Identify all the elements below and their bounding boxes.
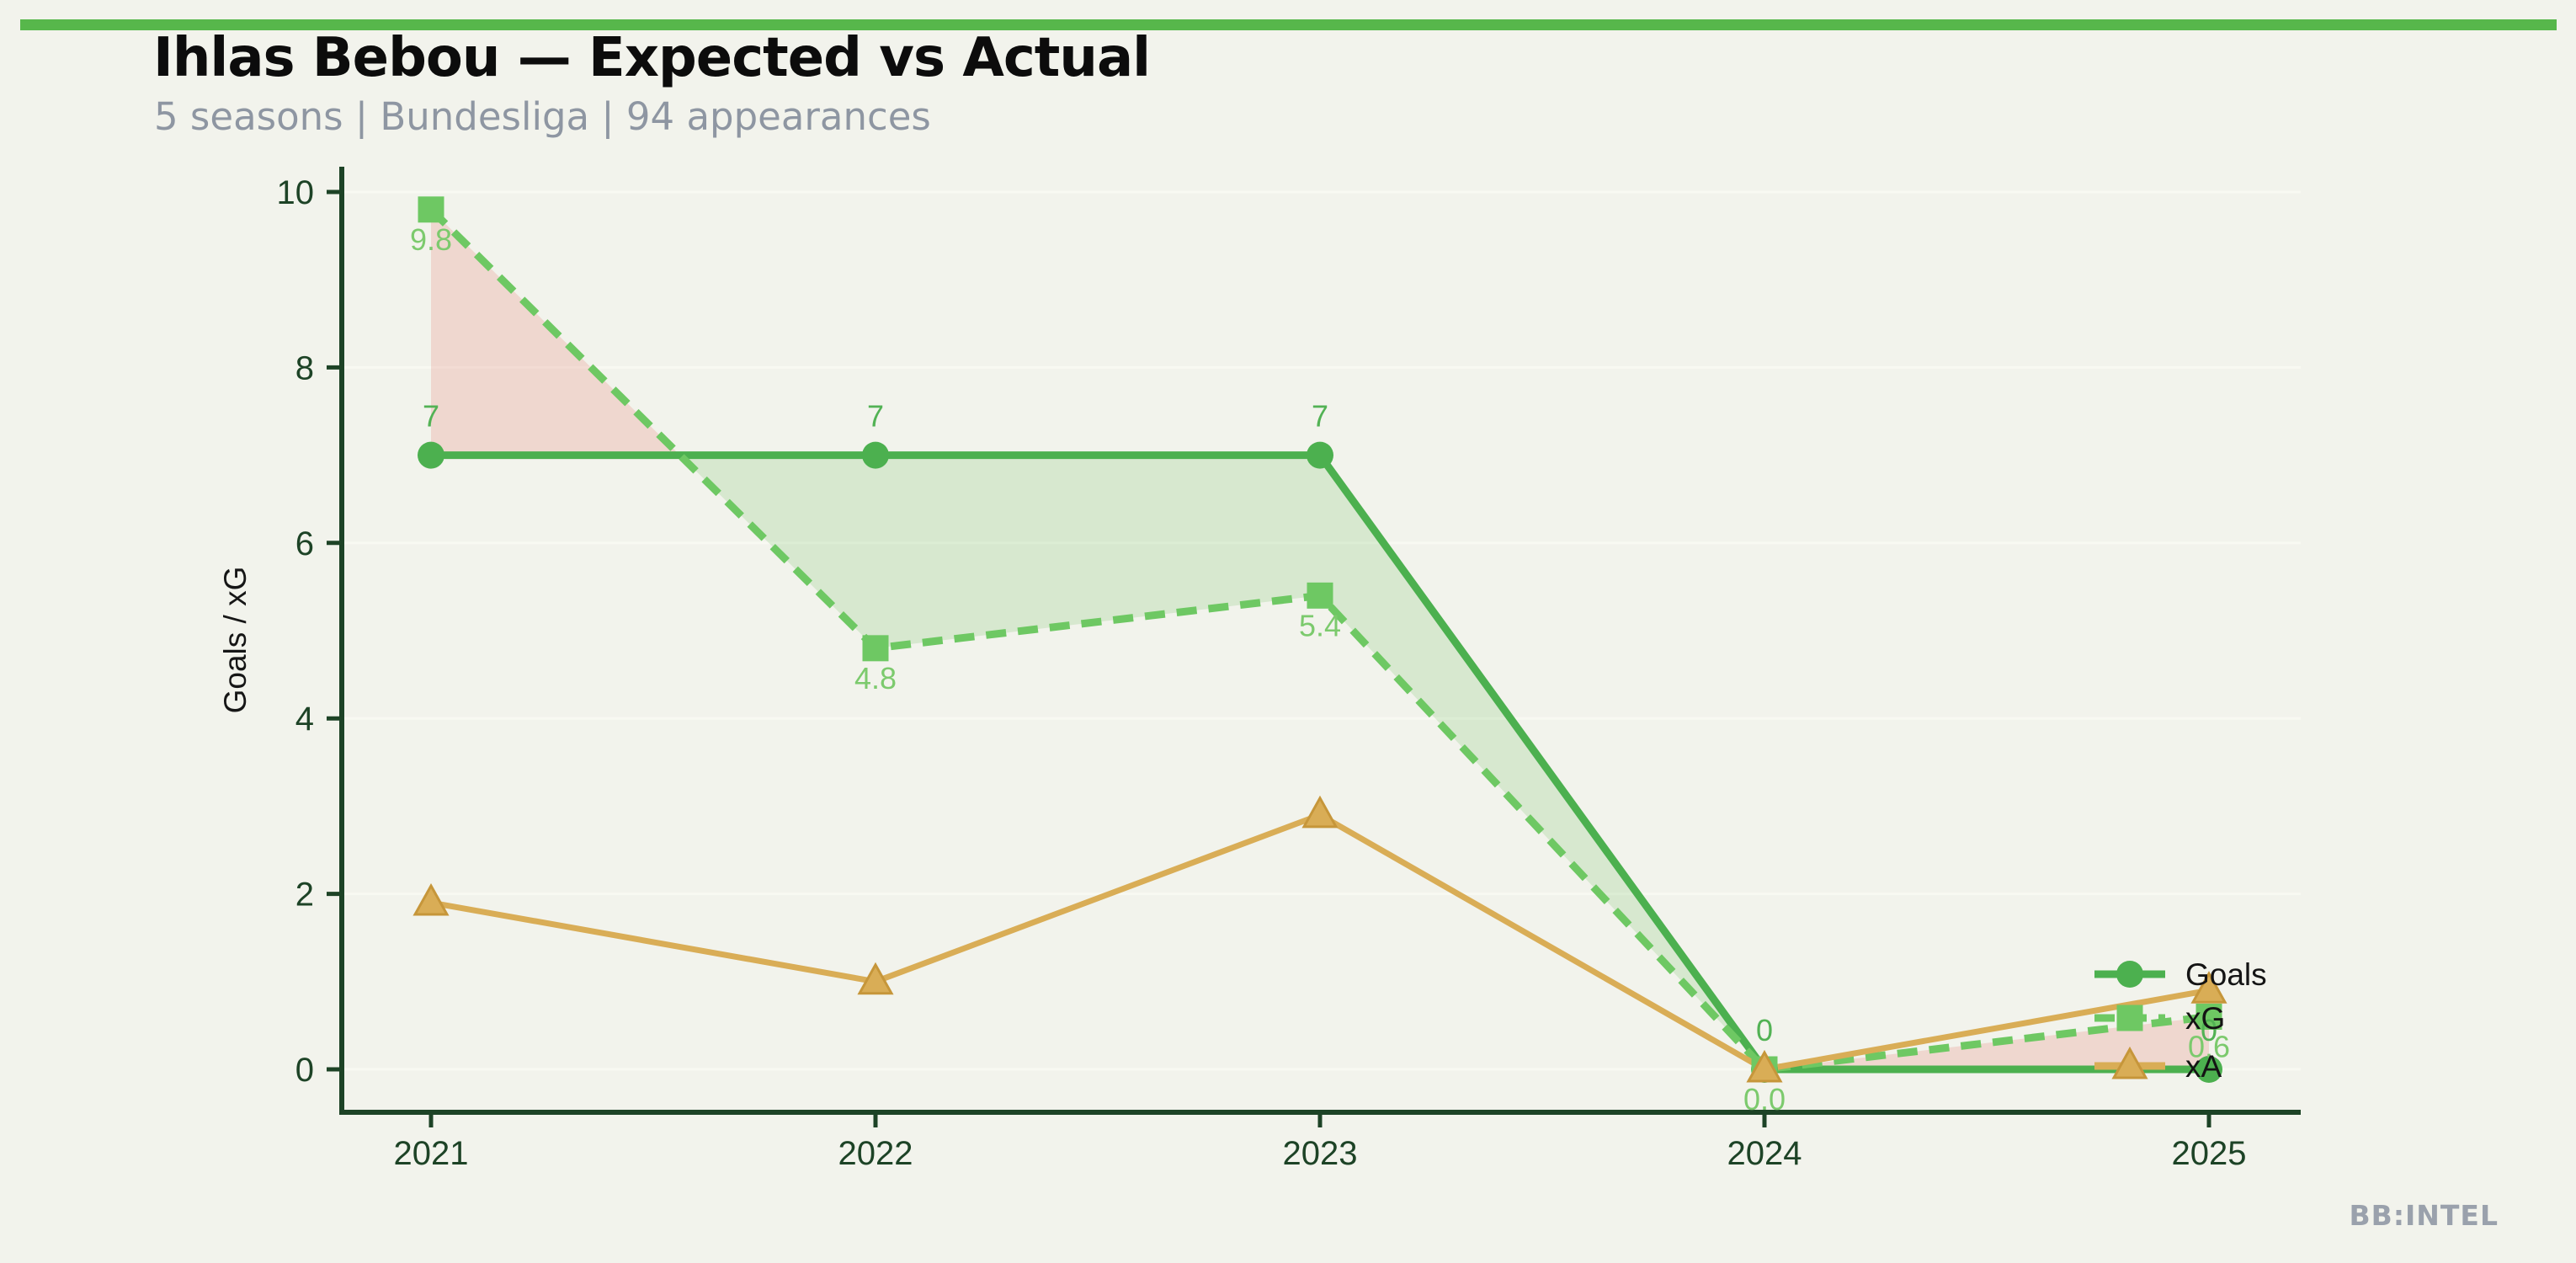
- y-tick-label: 2: [295, 877, 314, 914]
- y-tick-label: 0: [295, 1052, 314, 1089]
- legend: Goals xG xA: [2094, 957, 2267, 1084]
- point-label: 0: [2201, 1013, 2217, 1047]
- point-label: 7: [867, 399, 884, 434]
- point-label: 9.8: [410, 222, 452, 257]
- page-subtitle: 5 seasons | Bundesliga | 94 appearances: [154, 94, 931, 139]
- y-tick-label: 6: [295, 525, 314, 562]
- point-label: 4.8: [854, 661, 897, 695]
- point-label: 7: [423, 399, 439, 434]
- point-label: 0: [1756, 1013, 1773, 1047]
- series-markers-xa: [412, 795, 2227, 1083]
- legend-label: xG: [2185, 1001, 2225, 1036]
- point-label: 0.6: [2188, 1029, 2230, 1063]
- y-tick-label: 8: [295, 349, 314, 386]
- series-line-xa: [430, 811, 2210, 1073]
- x-tick-label: 2021: [394, 1135, 469, 1172]
- series-markers-xg: [418, 196, 2222, 1083]
- y-axis-title: Goals / xG: [218, 567, 253, 714]
- legend-label: Goals: [2185, 957, 2267, 992]
- x-tick-label: 2022: [838, 1135, 913, 1172]
- point-labels-xg: 9.8 4.8 5.4 0.0 0.6: [410, 222, 2230, 1116]
- legend-item-xa: xA: [2094, 1046, 2222, 1084]
- brand-watermark: BB:INTEL: [2349, 1199, 2499, 1232]
- legend-item-xg: xG: [2094, 1001, 2225, 1036]
- y-tick-label: 4: [295, 701, 314, 738]
- point-label: 5.4: [1299, 608, 1341, 642]
- page-title: Ihlas Bebou — Expected vs Actual: [153, 27, 1151, 89]
- x-tick-label: 2025: [2172, 1135, 2247, 1172]
- legend-item-goals: Goals: [2094, 957, 2267, 992]
- overperformance-fill: [876, 455, 1320, 648]
- axes: 0 2 4 6 8 10 2021 2022 2023 2024 2025: [277, 167, 2301, 1172]
- y-tick-label: 10: [277, 174, 315, 211]
- point-labels-goals: 7 7 7 0 0: [423, 399, 2217, 1047]
- top-accent-bar: [20, 19, 2557, 30]
- point-label: 0.0: [1743, 1082, 1786, 1116]
- x-tick-label: 2023: [1283, 1135, 1358, 1172]
- legend-label: xA: [2185, 1049, 2222, 1084]
- point-label: 7: [1312, 399, 1328, 434]
- x-tick-label: 2024: [1727, 1135, 1802, 1172]
